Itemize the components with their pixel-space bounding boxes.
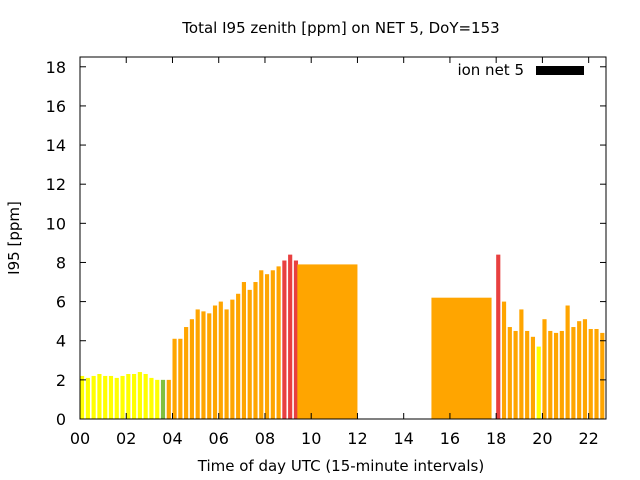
bar-18 — [184, 327, 189, 419]
x-tick-label-5: 10 — [301, 429, 321, 448]
y-tick-label-6: 12 — [46, 175, 66, 194]
x-tick-label-6: 12 — [347, 429, 367, 448]
legend: ion net 5 — [457, 61, 584, 79]
bar-38 — [297, 264, 358, 419]
x-tick-label-10: 20 — [532, 429, 552, 448]
bar-48 — [542, 319, 547, 419]
bar-44 — [519, 309, 524, 419]
y-tick-label-1: 2 — [56, 371, 66, 390]
bar-34 — [276, 266, 281, 419]
bar-41 — [501, 301, 507, 419]
plot-frame — [79, 56, 607, 420]
chart-title: Total I95 zenith [ppm] on NET 5, DoY=153 — [181, 19, 499, 37]
bar-32 — [264, 274, 270, 419]
bar-5 — [108, 375, 114, 419]
bar-47 — [536, 346, 541, 419]
bar-49 — [548, 330, 553, 419]
legend-label: ion net 5 — [457, 61, 524, 79]
bar-0 — [80, 375, 85, 419]
x-tick-label-9: 18 — [486, 429, 506, 448]
bar-39 — [431, 297, 492, 419]
bar-50 — [553, 332, 559, 419]
bar-15 — [166, 379, 171, 419]
bar-58 — [600, 332, 605, 419]
bar-28 — [241, 282, 247, 419]
bar-31 — [259, 270, 264, 419]
bar-17 — [178, 338, 183, 419]
x-tick-label-0: 00 — [70, 429, 90, 448]
bar-21 — [201, 311, 206, 419]
bar-13 — [155, 379, 160, 419]
bars-layer — [80, 254, 605, 419]
bar-55 — [582, 319, 588, 419]
bar-43 — [513, 330, 518, 419]
bar-6 — [114, 377, 119, 419]
bar-22 — [207, 313, 212, 419]
bar-57 — [594, 328, 599, 419]
y-tick-label-0: 0 — [56, 410, 66, 429]
y-tick-labels: 0 2 4 6 8 10 12 14 16 18 — [46, 58, 66, 429]
x-tick-label-2: 04 — [162, 429, 182, 448]
bar-2 — [91, 375, 96, 419]
bar-23 — [212, 305, 218, 419]
bar-53 — [571, 327, 576, 419]
bar-11 — [143, 373, 148, 419]
bar-3 — [97, 373, 102, 419]
bar-52 — [565, 305, 570, 419]
bar-20 — [195, 309, 200, 419]
legend-swatch — [536, 66, 584, 75]
bar-29 — [247, 289, 252, 419]
bar-33 — [270, 270, 275, 419]
bar-51 — [559, 330, 564, 419]
bar-12 — [149, 377, 154, 419]
bar-1 — [85, 377, 90, 419]
y-tick-label-3: 6 — [56, 293, 66, 312]
bar-25 — [224, 309, 229, 419]
x-tick-label-3: 06 — [209, 429, 229, 448]
x-axis-label: Time of day UTC (15-minute intervals) — [197, 457, 484, 475]
x-tick-label-7: 14 — [394, 429, 414, 448]
bar-4 — [103, 375, 108, 419]
y-tick-label-2: 4 — [56, 332, 66, 351]
bar-26 — [230, 299, 235, 419]
bar-30 — [253, 282, 258, 419]
bar-9 — [132, 373, 137, 419]
x-tick-label-1: 02 — [116, 429, 136, 448]
bar-19 — [189, 319, 194, 419]
bar-10 — [137, 372, 142, 419]
bar-35 — [282, 260, 287, 419]
y-axis-label: I95 [ppm] — [5, 201, 23, 275]
x-tick-labels: 00 02 04 06 08 10 12 14 16 18 20 22 — [70, 429, 599, 448]
x-tick-label-11: 22 — [578, 429, 598, 448]
bar-36 — [288, 254, 293, 419]
bar-7 — [120, 375, 125, 419]
y-tick-label-8: 16 — [46, 97, 66, 116]
bar-56 — [588, 328, 593, 419]
x-tick-label-4: 08 — [255, 429, 275, 448]
bar-40 — [496, 254, 501, 419]
bar-54 — [577, 321, 582, 419]
bar-24 — [218, 301, 223, 419]
bar-8 — [126, 373, 131, 419]
bar-14 — [160, 379, 166, 419]
bar-42 — [507, 327, 512, 419]
bar-27 — [236, 293, 241, 419]
bar-45 — [525, 330, 530, 419]
y-tick-label-7: 14 — [46, 136, 66, 155]
y-tick-label-9: 18 — [46, 58, 66, 77]
bar-37 — [293, 260, 299, 419]
bar-16 — [172, 338, 177, 419]
x-tick-label-8: 16 — [440, 429, 460, 448]
bar-46 — [530, 336, 536, 419]
y-tick-label-5: 10 — [46, 214, 66, 233]
y-tick-label-4: 8 — [56, 253, 66, 272]
